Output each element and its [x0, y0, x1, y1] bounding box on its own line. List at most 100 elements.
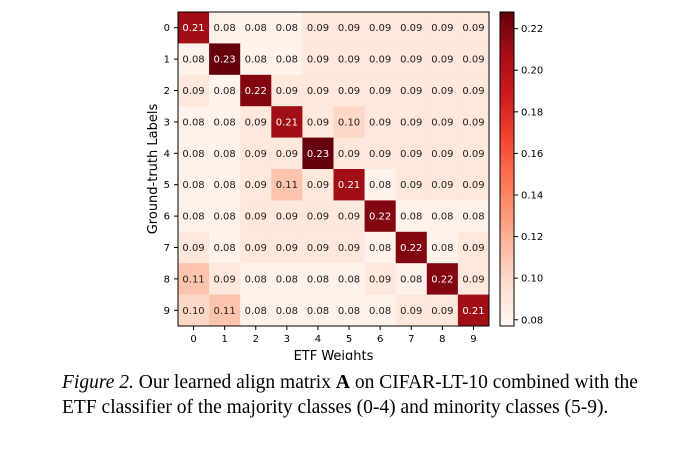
cell-value-label: 0.09 — [338, 23, 360, 34]
cell-value-label: 0.10 — [338, 117, 360, 128]
cell-value-label: 0.08 — [338, 274, 360, 285]
colorbar-segment — [500, 263, 514, 267]
cell-value-label: 0.09 — [369, 55, 391, 66]
x-tick-label: 8 — [439, 334, 445, 345]
colorbar-segment — [500, 313, 514, 318]
heatmap-cell — [209, 106, 241, 139]
colorbar-segment — [500, 40, 514, 44]
x-tick-label: 5 — [346, 334, 352, 345]
colorbar-segment — [500, 209, 514, 214]
cell-value-label: 0.08 — [276, 306, 298, 317]
colorbar-segment — [500, 99, 514, 104]
colorbar-segment — [500, 24, 514, 29]
y-tick-label: 5 — [164, 180, 170, 191]
colorbar-segment — [500, 150, 514, 154]
cell-value-label: 0.08 — [182, 117, 204, 128]
cell-value-label: 0.08 — [338, 306, 360, 317]
cell-value-label: 0.23 — [307, 149, 329, 160]
colorbar-segment — [500, 87, 514, 92]
cell-value-label: 0.08 — [431, 212, 453, 223]
colorbar-segment — [500, 278, 514, 283]
cell-value-label: 0.08 — [276, 55, 298, 66]
colorbar-segment — [500, 172, 514, 176]
colorbar-segment — [500, 109, 514, 114]
cell-value-label: 0.09 — [338, 149, 360, 160]
heatmap-cell — [395, 200, 428, 233]
heatmap-cell — [240, 263, 272, 296]
cell-value-label: 0.09 — [369, 274, 391, 285]
colorbar-segment — [500, 162, 514, 167]
heatmap-cell — [457, 74, 490, 107]
plot-frame — [177, 11, 490, 327]
cell-value-label: 0.09 — [462, 86, 484, 97]
heatmap-cell — [364, 43, 397, 76]
colorbar-segment — [500, 30, 514, 35]
colorbar-tick-label: 0.14 — [521, 190, 543, 201]
colorbar-segment — [500, 37, 514, 41]
cell-value-label: 0.08 — [276, 274, 298, 285]
heatmap-cell — [333, 294, 366, 327]
cell-value-label: 0.21 — [276, 117, 298, 128]
cell-value-label: 0.09 — [338, 55, 360, 66]
colorbar-segment — [500, 307, 514, 311]
colorbar-segment — [500, 288, 514, 293]
heatmap-cell — [271, 137, 303, 170]
cell-value-label: 0.09 — [182, 243, 204, 254]
colorbar-segment — [500, 200, 514, 205]
colorbar-segment — [500, 212, 514, 217]
heatmap-cell — [240, 169, 272, 201]
colorbar-segment — [500, 81, 514, 85]
cell-value-label: 0.09 — [245, 243, 267, 254]
cell-value-label: 0.08 — [245, 23, 267, 34]
colorbar-segment — [500, 27, 514, 32]
heatmap-cell — [457, 231, 490, 264]
heatmap-cell — [209, 137, 241, 170]
cell-value-label: 0.08 — [245, 274, 267, 285]
colorbar-segment — [500, 250, 514, 255]
heatmap-cell — [426, 106, 459, 139]
colorbar-segment — [500, 194, 514, 198]
cell-value-label: 0.09 — [307, 243, 329, 254]
cell-value-label: 0.08 — [182, 149, 204, 160]
heatmap-cell — [395, 263, 428, 296]
heatmap-cell — [209, 169, 241, 201]
heatmap-cell — [240, 74, 272, 107]
cell-value-label: 0.09 — [462, 55, 484, 66]
cell-value-label: 0.09 — [431, 117, 453, 128]
cell-value-label: 0.22 — [245, 86, 267, 97]
colorbar-segment — [500, 169, 514, 173]
heatmap-cell — [426, 74, 459, 107]
heatmap-cell — [178, 169, 210, 201]
colorbar-segment — [500, 244, 514, 249]
cell-value-label: 0.08 — [400, 212, 422, 223]
heatmap-cell — [178, 74, 210, 107]
colorbar-segment — [500, 121, 514, 126]
colorbar-segment — [500, 294, 514, 299]
cell-value-label: 0.08 — [182, 180, 204, 191]
colorbar-segment — [500, 282, 514, 286]
x-tick-label: 7 — [408, 334, 414, 345]
figure-caption: Figure 2. Our learned align matrix A on … — [62, 370, 662, 420]
cell-value-label: 0.09 — [307, 23, 329, 34]
heatmap-cell — [457, 294, 490, 327]
colorbar-segment — [500, 203, 514, 208]
heatmap-cell — [457, 106, 490, 139]
cell-value-label: 0.08 — [214, 243, 236, 254]
cell-value-label: 0.08 — [307, 274, 329, 285]
colorbar-segment — [500, 285, 514, 289]
colorbar-segment — [500, 59, 514, 63]
heatmap-cell — [426, 263, 459, 296]
colorbar-tick-label: 0.22 — [521, 24, 543, 35]
heatmap-cell — [364, 263, 397, 296]
colorbar-segment — [500, 253, 514, 258]
y-tick-label: 0 — [164, 23, 170, 34]
colorbar-segment — [500, 260, 514, 264]
colorbar-tick-label: 0.18 — [521, 107, 543, 118]
cell-value-label: 0.08 — [462, 212, 484, 223]
colorbar-tick-label: 0.16 — [521, 149, 543, 160]
colorbar-segment — [500, 93, 514, 98]
colorbar-segment — [500, 71, 514, 76]
colorbar-segment — [500, 256, 514, 261]
cell-value-label: 0.09 — [338, 86, 360, 97]
heatmap-cell — [271, 74, 303, 107]
